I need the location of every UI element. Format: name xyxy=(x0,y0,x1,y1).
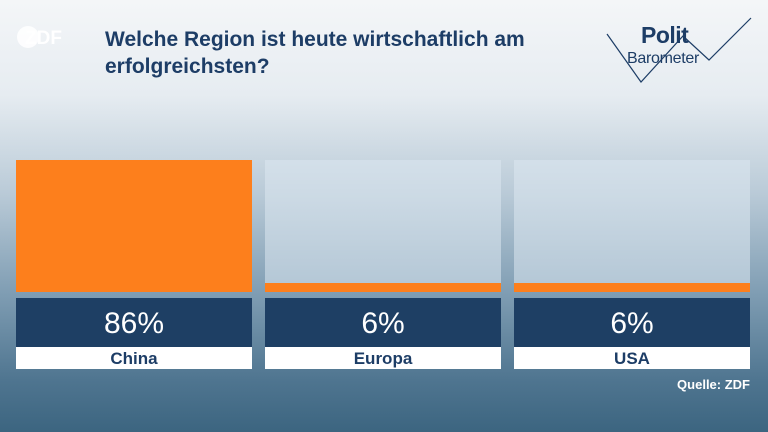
bar-china xyxy=(16,160,252,292)
politbarometer-logo: Polit Barometer xyxy=(605,14,755,84)
svg-text:ZDF: ZDF xyxy=(25,28,62,49)
chart-title: Welche Region ist heute wirtschaftlich a… xyxy=(105,28,525,78)
zdf-logo: ZDF xyxy=(17,26,62,49)
bar-track-china xyxy=(16,160,252,292)
value-label-usa: 6% xyxy=(514,298,750,347)
politbarometer-zigzag-icon xyxy=(606,17,752,83)
bar-europa xyxy=(265,283,501,292)
bar-track-europa xyxy=(265,160,501,292)
value-label-china: 86% xyxy=(16,298,252,347)
category-label-europa: Europa xyxy=(265,347,501,369)
brand-polit: Polit xyxy=(641,22,689,48)
bar-track-usa xyxy=(514,160,750,292)
bar-chart: 86% China 6% Europa 6% USA xyxy=(16,160,751,370)
category-label-usa: USA xyxy=(514,347,750,369)
category-label-china: China xyxy=(16,347,252,369)
brand-barometer: Barometer xyxy=(627,50,699,67)
value-label-europa: 6% xyxy=(265,298,501,347)
bar-usa xyxy=(514,283,750,292)
source-note: Quelle: ZDF xyxy=(677,377,750,392)
